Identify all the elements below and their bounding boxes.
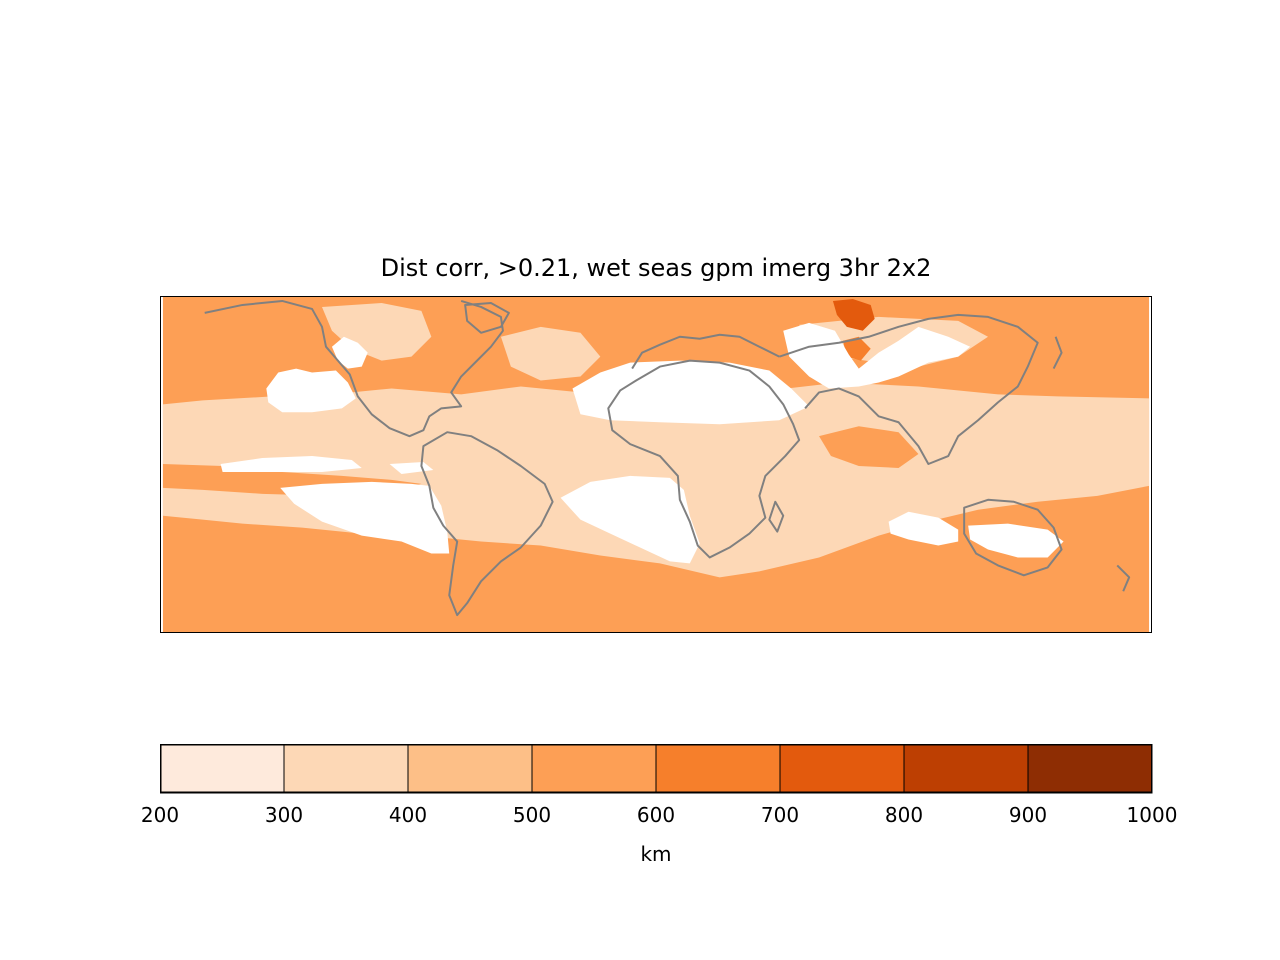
coastlines: [204, 299, 1131, 617]
missing-central-asia: [783, 322, 971, 389]
colorbar-tick-label: 700: [760, 803, 800, 827]
missing-south-atlantic: [560, 475, 700, 564]
map-panel: [160, 296, 1152, 633]
missing-south-pacific: [280, 481, 450, 554]
missing-north-pacific: [266, 368, 356, 413]
plot-title: Dist corr, >0.21, wet seas gpm imerg 3hr…: [380, 254, 932, 282]
colorbar-tick-label: 500: [512, 803, 552, 827]
colorbar-tick-label: 900: [1008, 803, 1048, 827]
colorbar-segment: [903, 744, 1029, 794]
missing-australia-east: [968, 523, 1064, 558]
colorbar-tick-label: 600: [636, 803, 676, 827]
colorbar-segment: [531, 744, 657, 794]
field-high-value-patch: [832, 298, 875, 331]
field-north-atlantic-light: [500, 326, 601, 381]
missing-australia: [888, 511, 959, 546]
field-indian-ocean-patch: [819, 426, 919, 468]
missing-equatorial-strip: [220, 456, 362, 472]
colorbar-tick-label: 800: [884, 803, 924, 827]
colorbar-tick-label: 400: [388, 803, 428, 827]
colorbar-segment: [160, 744, 285, 794]
field-high-value-patch-2: [842, 336, 871, 361]
colorbar-label: km: [640, 842, 672, 866]
colorbar-tick-label: 1000: [1126, 803, 1178, 827]
colorbar: [160, 744, 1153, 794]
colorbar-tick-label: 300: [264, 803, 304, 827]
missing-sahara-arabia: [572, 360, 810, 425]
colorbar-segment: [283, 744, 409, 794]
missing-baja: [331, 336, 368, 369]
colorbar-segment: [1027, 744, 1153, 794]
colorbar-segment: [779, 744, 905, 794]
colorbar-segment: [655, 744, 781, 794]
colorbar-tick-label: 200: [140, 803, 180, 827]
colorbar-segment: [407, 744, 533, 794]
